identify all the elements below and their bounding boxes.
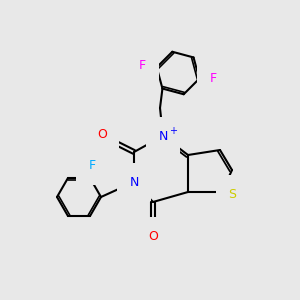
Text: +: + [169, 126, 177, 136]
Text: F: F [139, 59, 146, 72]
Text: O: O [148, 230, 158, 242]
Text: O: O [97, 128, 107, 142]
Text: S: S [228, 188, 236, 200]
Text: N: N [158, 130, 168, 142]
Text: F: F [88, 159, 96, 172]
Text: F: F [210, 72, 217, 85]
Text: N: N [129, 176, 139, 188]
